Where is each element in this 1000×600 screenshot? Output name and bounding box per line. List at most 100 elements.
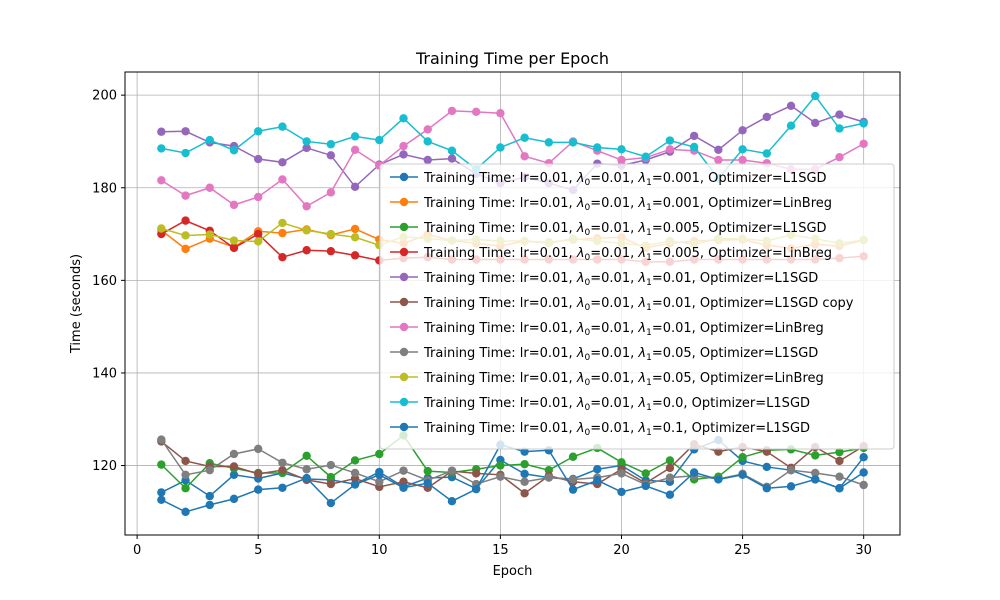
data-point xyxy=(205,183,214,192)
data-point xyxy=(254,444,263,454)
legend-label: Training Time: lr=0.01, λ0=0.01, λ1=0.01… xyxy=(423,271,818,288)
legend-label: Training Time: lr=0.01, λ0=0.01, λ1=0.05… xyxy=(423,346,818,363)
data-point xyxy=(520,477,529,486)
data-point xyxy=(689,142,699,152)
y-tick-label: 180 xyxy=(92,181,117,196)
legend: Training Time: lr=0.01, λ0=0.01, λ1=0.00… xyxy=(379,163,895,450)
data-point xyxy=(399,466,408,475)
data-point xyxy=(665,463,675,473)
plot-frame xyxy=(124,71,901,536)
data-point xyxy=(205,491,214,501)
data-point xyxy=(254,469,263,479)
data-point xyxy=(350,182,360,192)
y-tick-label: 120 xyxy=(92,459,117,474)
data-point xyxy=(447,497,457,506)
data-point xyxy=(447,466,457,475)
data-point xyxy=(423,155,432,165)
data-point xyxy=(811,451,820,460)
legend-label: Training Time: lr=0.01, λ0=0.01, λ1=0.1,… xyxy=(423,421,810,438)
data-point xyxy=(399,477,408,486)
y-axis-label: Time (seconds) xyxy=(69,254,84,354)
legend-marker xyxy=(399,297,409,307)
data-point xyxy=(496,461,505,470)
data-point xyxy=(326,229,336,239)
data-point xyxy=(181,231,190,240)
data-point xyxy=(593,465,602,474)
data-point xyxy=(496,109,505,118)
data-point xyxy=(399,150,408,159)
y-tick-label: 140 xyxy=(92,366,117,381)
data-point xyxy=(617,469,626,478)
data-point xyxy=(568,452,578,461)
data-point xyxy=(811,91,820,101)
data-point xyxy=(350,132,360,141)
legend-marker xyxy=(399,322,409,332)
data-point xyxy=(520,459,529,469)
data-point xyxy=(181,148,190,158)
data-point xyxy=(447,154,457,163)
data-point xyxy=(835,472,844,481)
data-point xyxy=(375,470,384,480)
data-point xyxy=(617,145,626,154)
data-point xyxy=(859,139,868,148)
legend-label: Training Time: lr=0.01, λ0=0.01, λ1=0.01… xyxy=(423,296,854,313)
data-point xyxy=(157,488,166,497)
data-point xyxy=(278,122,287,131)
x-axis-label: Epoch xyxy=(493,564,533,579)
data-point xyxy=(496,143,505,152)
data-point xyxy=(811,475,820,484)
data-point xyxy=(859,453,868,462)
legend-marker xyxy=(399,197,409,207)
data-point xyxy=(254,192,263,202)
data-point xyxy=(399,114,408,123)
data-point xyxy=(520,447,529,456)
data-point xyxy=(302,473,311,483)
data-point xyxy=(181,244,190,254)
data-point xyxy=(278,158,287,167)
x-tick-label: 20 xyxy=(613,543,630,558)
data-point xyxy=(181,191,190,200)
legend-label: Training Time: lr=0.01, λ0=0.01, λ1=0.00… xyxy=(423,221,827,238)
data-point xyxy=(738,145,747,154)
data-point xyxy=(229,243,239,253)
data-point xyxy=(229,494,239,504)
data-point xyxy=(665,136,675,145)
data-point xyxy=(302,226,311,235)
data-point xyxy=(375,449,384,459)
data-point xyxy=(689,131,699,141)
data-point xyxy=(254,154,263,164)
legend-entry: Training Time: lr=0.01, λ0=0.01, λ1=0.00… xyxy=(390,246,832,263)
data-point xyxy=(326,188,336,197)
series-line xyxy=(160,439,864,488)
data-point xyxy=(254,127,263,136)
data-point xyxy=(302,246,311,255)
data-point xyxy=(520,133,529,142)
data-point xyxy=(835,484,844,493)
data-point xyxy=(641,469,650,478)
data-point xyxy=(738,155,747,165)
legend-entry: Training Time: lr=0.01, λ0=0.01, λ1=0.00… xyxy=(390,171,827,188)
data-point xyxy=(423,137,432,146)
data-point xyxy=(447,106,457,116)
data-point xyxy=(350,480,360,489)
data-point xyxy=(568,485,578,494)
data-point xyxy=(786,101,796,110)
data-point xyxy=(641,152,650,161)
legend-label: Training Time: lr=0.01, λ0=0.01, λ1=0.00… xyxy=(423,246,832,263)
data-point xyxy=(181,507,190,517)
data-point xyxy=(835,152,844,162)
x-tick-label: 25 xyxy=(734,543,751,558)
data-point xyxy=(738,453,747,462)
data-point xyxy=(326,151,336,160)
y-tick-label: 160 xyxy=(92,274,117,289)
legend-marker xyxy=(399,422,409,432)
data-point xyxy=(278,465,287,475)
data-point xyxy=(229,236,239,245)
data-point xyxy=(157,144,166,153)
data-point xyxy=(689,468,699,477)
data-point xyxy=(302,451,311,461)
data-point xyxy=(205,465,214,475)
data-point xyxy=(278,483,287,492)
data-point xyxy=(278,228,287,238)
x-tick-label: 0 xyxy=(133,543,141,558)
